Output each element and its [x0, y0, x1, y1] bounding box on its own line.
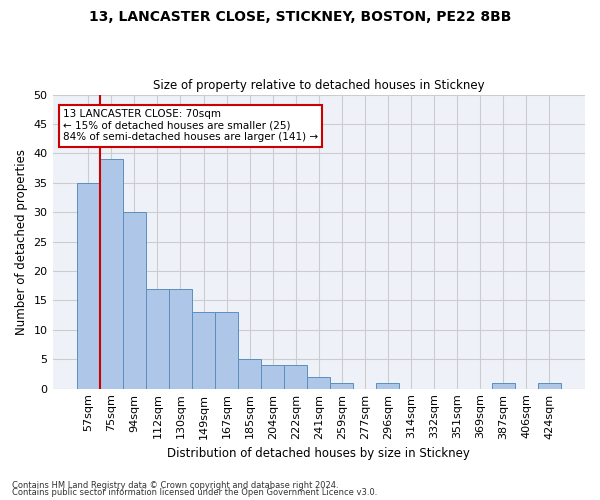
- Bar: [146, 288, 169, 388]
- Bar: [261, 365, 284, 388]
- Bar: [307, 377, 330, 388]
- X-axis label: Distribution of detached houses by size in Stickney: Distribution of detached houses by size …: [167, 447, 470, 460]
- Bar: [238, 360, 261, 388]
- Title: Size of property relative to detached houses in Stickney: Size of property relative to detached ho…: [153, 79, 485, 92]
- Bar: [330, 383, 353, 388]
- Text: 13, LANCASTER CLOSE, STICKNEY, BOSTON, PE22 8BB: 13, LANCASTER CLOSE, STICKNEY, BOSTON, P…: [89, 10, 511, 24]
- Bar: [491, 383, 515, 388]
- Text: Contains public sector information licensed under the Open Government Licence v3: Contains public sector information licen…: [12, 488, 377, 497]
- Text: 13 LANCASTER CLOSE: 70sqm
← 15% of detached houses are smaller (25)
84% of semi-: 13 LANCASTER CLOSE: 70sqm ← 15% of detac…: [63, 110, 319, 142]
- Bar: [77, 183, 100, 388]
- Bar: [123, 212, 146, 388]
- Bar: [169, 288, 192, 388]
- Bar: [538, 383, 561, 388]
- Bar: [192, 312, 215, 388]
- Text: Contains HM Land Registry data © Crown copyright and database right 2024.: Contains HM Land Registry data © Crown c…: [12, 480, 338, 490]
- Bar: [100, 160, 123, 388]
- Bar: [376, 383, 400, 388]
- Bar: [284, 365, 307, 388]
- Bar: [215, 312, 238, 388]
- Y-axis label: Number of detached properties: Number of detached properties: [15, 148, 28, 334]
